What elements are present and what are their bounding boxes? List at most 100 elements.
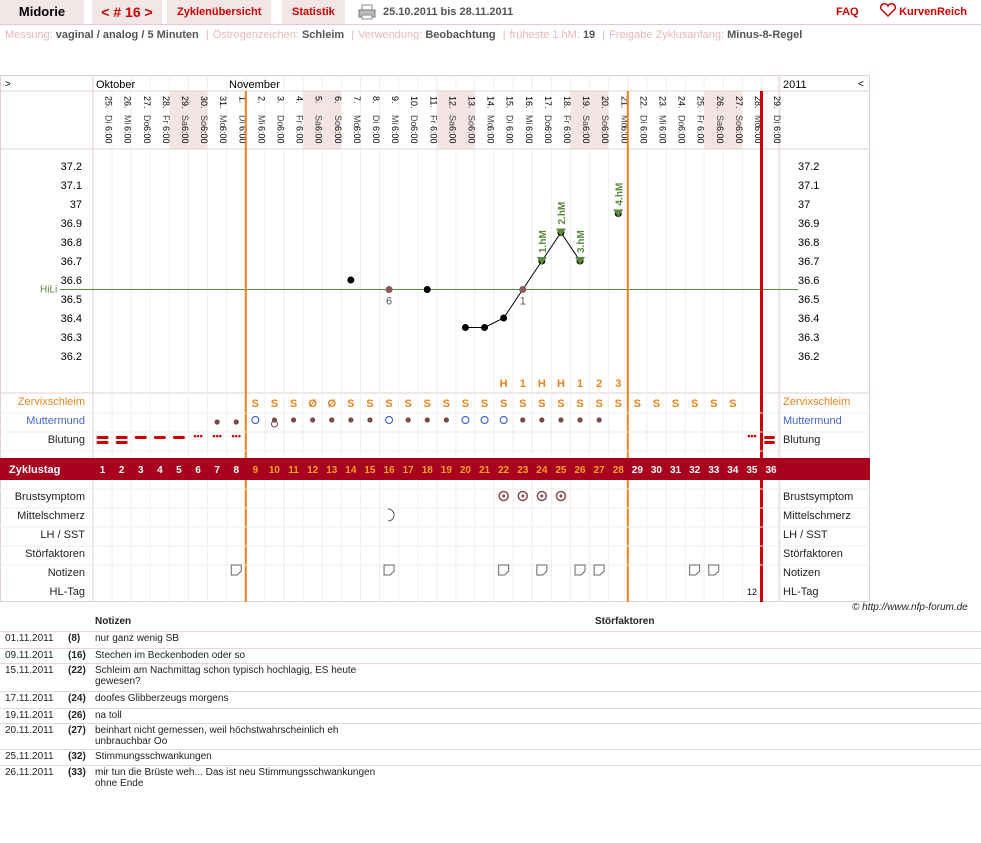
- day-time: 6:00: [199, 126, 209, 144]
- day-time: 6:00: [657, 126, 667, 144]
- point-label: 1: [520, 296, 526, 308]
- peak-mark: H: [538, 378, 546, 390]
- day-date: 25.: [104, 96, 114, 109]
- temp-label-left: 36.7: [61, 256, 82, 268]
- weekend-shade: [169, 91, 189, 149]
- temp-point: [519, 286, 527, 293]
- zervix-mark: S: [634, 398, 641, 410]
- peak-mark: 1: [520, 378, 526, 390]
- day-time: 6:00: [371, 126, 381, 144]
- day-weekday: Mo: [753, 115, 763, 128]
- blutung-mark: [115, 436, 128, 439]
- peak-mark: 3: [615, 378, 621, 390]
- faq-link[interactable]: FAQ: [836, 6, 859, 18]
- tab-statistik[interactable]: Statistik: [282, 0, 345, 24]
- note-icon: [574, 564, 586, 576]
- temp-label-right: 36.8: [798, 237, 819, 249]
- notizen-label-right: Notizen: [783, 567, 820, 579]
- weekend-shade: [436, 91, 456, 149]
- day-time: 6:00: [390, 126, 400, 144]
- cycle-day-number: 34: [727, 465, 739, 476]
- muttermund-mark: [539, 417, 545, 423]
- cycle-chart: > Oktober November 2011 <25.Di6:0026.Mi6:002…: [0, 75, 870, 602]
- day-time: 6:00: [753, 126, 763, 144]
- hm-marker-icon: [555, 228, 566, 237]
- day-date: 5.: [314, 96, 324, 104]
- muttermund-mark: [499, 415, 508, 425]
- meta-label: Messung:: [5, 29, 56, 41]
- blutung-spot: •••: [232, 431, 241, 441]
- day-date: 28.: [161, 96, 171, 109]
- day-weekday: Sa: [180, 115, 190, 126]
- note-row: 09.11.2011 (16) Stechen im Beckenboden ode…: [0, 648, 981, 661]
- muttermund-mark: [214, 419, 220, 425]
- brust-icon: [536, 490, 548, 502]
- cycle-day-number: 13: [326, 465, 338, 476]
- day-time: 6:00: [447, 126, 457, 144]
- cycle-day-number: 1: [100, 465, 106, 476]
- day-weekday: Fr: [696, 115, 706, 124]
- kurvenreich-logo[interactable]: KurvenReich: [879, 0, 967, 24]
- day-time: 6:00: [677, 126, 687, 144]
- note-text: nur ganz wenig SB: [95, 633, 179, 644]
- day-weekday: Sa: [447, 115, 457, 126]
- weekend-shade: [723, 91, 743, 149]
- day-weekday: Di: [371, 115, 381, 124]
- note-cycle-day: (33): [68, 767, 86, 778]
- temp-label-right: 36.7: [798, 256, 819, 268]
- cycle-nav[interactable]: < # 16 >: [92, 0, 162, 24]
- day-date: 28.: [753, 96, 763, 109]
- zervix-mark: S: [729, 398, 736, 410]
- temp-label-left: 37.2: [61, 161, 82, 173]
- temp-label-right: 37: [798, 199, 810, 211]
- zervix-mark: S: [347, 398, 354, 410]
- day-date: 15.: [505, 96, 515, 109]
- cycle-day-number: 31: [670, 465, 682, 476]
- cycle-day-number: 27: [594, 465, 606, 476]
- meta-label: Verwendung:: [358, 29, 426, 41]
- meta-label: früheste 1.hM:: [509, 29, 583, 41]
- day-date: 26.: [123, 96, 133, 109]
- cycle-day-number: 14: [345, 465, 357, 476]
- zervix-mark: S: [576, 398, 583, 410]
- day-weekday: Do: [409, 115, 419, 127]
- printer-icon[interactable]: [358, 4, 376, 20]
- muttermund-mark: [329, 417, 335, 423]
- note-row: 20.11.2011 (27) beinhart nicht gemessen, w…: [0, 723, 981, 747]
- nav-left: >: [5, 79, 11, 90]
- day-date: 14.: [486, 96, 496, 109]
- day-date: 9.: [390, 96, 400, 104]
- weekend-shade: [322, 91, 342, 149]
- meta-value: vaginal / analog / 5 Minuten: [55, 29, 202, 41]
- zervix-mark: S: [443, 398, 450, 410]
- muttermund-mark: [558, 417, 564, 423]
- day-time: 6:00: [543, 126, 553, 144]
- cycle-day-number: 22: [498, 465, 510, 476]
- settings-line: Messung: vaginal / analog / 5 Minuten | Ö…: [5, 29, 802, 41]
- day-date: 21.: [619, 96, 629, 109]
- day-weekday: Di: [505, 115, 515, 124]
- zervix-mark: S: [290, 398, 297, 410]
- day-weekday: So: [734, 115, 744, 126]
- day-time: 6:00: [256, 126, 266, 144]
- temp-label-right: 36.9: [798, 218, 819, 230]
- chart-frame: [0, 75, 870, 602]
- muttermund-mark: [461, 415, 470, 425]
- muttermund-mark: [310, 417, 316, 423]
- separator: |: [351, 29, 355, 41]
- note-row: 17.11.2011 (24) doofes Glibberzeugs morgen…: [0, 691, 981, 704]
- day-date: 3.: [275, 96, 285, 104]
- cycle-day-number: 17: [403, 465, 415, 476]
- weekend-shade: [589, 91, 609, 149]
- separator: |: [205, 29, 209, 41]
- brust-icon-dot: [559, 494, 563, 498]
- weekend-shade: [188, 91, 208, 149]
- muttermund-label-right: Muttermund: [783, 415, 842, 427]
- heart-icon: [879, 2, 897, 18]
- blutung-spot: •••: [212, 431, 221, 441]
- cycle-day-number: 9: [253, 465, 259, 476]
- tab-zyklenuebersicht[interactable]: Zyklenübersicht: [167, 0, 272, 24]
- copyright[interactable]: © http://www.nfp-forum.de: [852, 602, 968, 613]
- app-title[interactable]: Midorie: [0, 0, 84, 24]
- brust-icon: [517, 490, 528, 502]
